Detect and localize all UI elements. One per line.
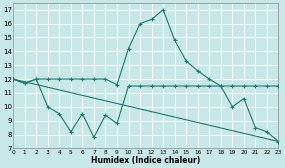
X-axis label: Humidex (Indice chaleur): Humidex (Indice chaleur): [91, 156, 200, 165]
